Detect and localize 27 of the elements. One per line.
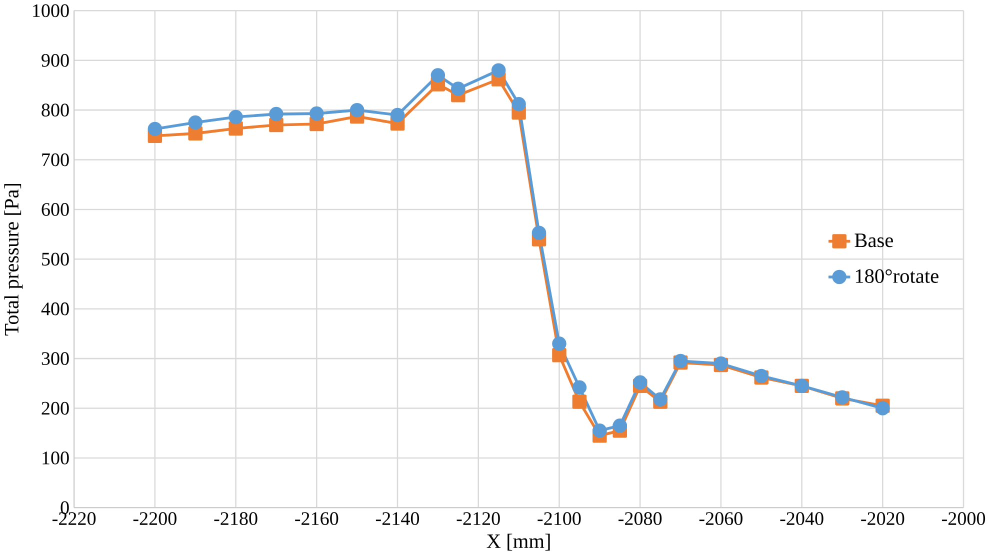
y-tick-label: 300 [42,352,69,366]
x-tick-label: -2080 [618,512,662,526]
x-tick-label: -2200 [133,512,176,526]
x-tick-label: -2160 [295,512,338,526]
x-tick-label: -2040 [780,512,824,526]
y-tick-label: 400 [41,302,69,316]
y-tick-label: 1000 [33,4,69,18]
y-axis-title: Total pressure [Pa] [4,184,23,336]
legend-label: 180°rotate [856,269,938,284]
x-tick-label: -2120 [456,512,500,526]
y-tick-label: 600 [42,203,69,216]
y-tick-label: 700 [42,153,69,166]
x-tick-label: -2060 [699,512,742,526]
x-axis-title: X [mm] [486,534,550,551]
y-tick-label: 200 [42,402,69,415]
x-tick-label: -2000 [942,512,986,526]
legend-label: Base [854,234,893,248]
x-tick-label: -2020 [861,512,904,526]
y-tick-label: 800 [42,104,69,117]
y-tick-label: 900 [42,54,69,67]
x-tick-label: -2140 [376,512,420,526]
x-tick-label: -2180 [214,512,258,526]
y-tick-label: 0 [60,501,69,514]
x-tick-label: -2100 [538,512,581,526]
y-tick-label: 100 [42,452,69,464]
x-tick-label: -2220 [52,512,96,526]
y-tick-label: 500 [42,252,69,266]
